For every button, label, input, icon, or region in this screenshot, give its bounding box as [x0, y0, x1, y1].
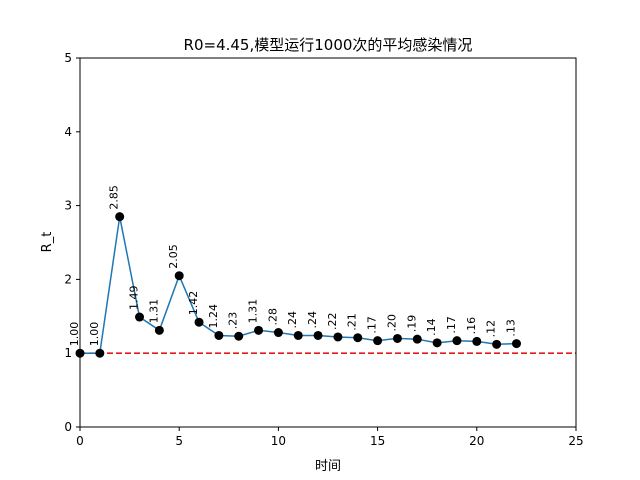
- data-label: .16: [465, 317, 478, 335]
- data-label: .14: [425, 318, 438, 336]
- data-point: [373, 336, 383, 346]
- data-point: [254, 325, 264, 335]
- data-point: [432, 338, 442, 348]
- data-point: [95, 348, 105, 358]
- data-point: [511, 339, 521, 349]
- x-tick-label: 25: [568, 434, 583, 448]
- data-label: .20: [385, 314, 398, 332]
- data-point: [452, 336, 462, 346]
- data-label: 1.31: [247, 299, 260, 324]
- data-point: [313, 330, 323, 340]
- x-tick-label: 15: [370, 434, 385, 448]
- data-label: .21: [346, 313, 359, 331]
- data-point: [273, 328, 283, 338]
- data-label: .13: [504, 319, 517, 337]
- plot-frame: [79, 57, 577, 428]
- x-tick-label: 20: [469, 434, 484, 448]
- data-label: 1.31: [147, 299, 160, 324]
- data-point: [214, 330, 224, 340]
- y-tick-label: 5: [64, 51, 72, 65]
- axes: 0 5 10 15 20 25 0 1 2 3 4 5: [64, 51, 583, 448]
- data-label: 1.00: [88, 322, 101, 347]
- x-tick-label: 0: [76, 434, 84, 448]
- chart-title: R0=4.45,模型运行1000次的平均感染情况: [184, 36, 473, 54]
- plot-area: 1.00 1.00 2.85 1.49 1.31 2.05 1.42 1.24 .23 1.31.…: [68, 185, 576, 358]
- y-tick-label: 1: [64, 346, 72, 360]
- data-label: 2.85: [108, 185, 121, 209]
- y-tick-label: 2: [64, 272, 72, 286]
- y-tick-label: 0: [64, 420, 72, 434]
- data-point: [412, 334, 422, 344]
- x-tick-label: 5: [175, 434, 183, 448]
- data-point: [234, 331, 244, 341]
- data-point: [293, 330, 303, 340]
- data-point: [392, 333, 402, 343]
- data-point: [472, 336, 482, 346]
- data-label: 1.24: [207, 304, 220, 329]
- data-label: .28: [266, 308, 279, 326]
- data-point: [154, 325, 164, 335]
- data-label: 1.42: [187, 291, 200, 316]
- data-label: .23: [227, 312, 240, 330]
- data-label: .17: [445, 316, 458, 334]
- data-label: .24: [306, 311, 319, 329]
- y-axis-label: R_t: [40, 232, 55, 253]
- data-label: .19: [405, 315, 418, 333]
- data-point: [194, 317, 204, 327]
- data-point: [353, 333, 363, 343]
- y-tick-label: 3: [64, 199, 72, 213]
- x-axis-label: 时间: [315, 459, 341, 474]
- data-point: [115, 212, 125, 222]
- data-label: .12: [485, 320, 498, 338]
- data-point: [135, 312, 145, 322]
- data-point: [174, 271, 184, 281]
- x-tick-label: 10: [271, 434, 286, 448]
- data-label: .22: [326, 312, 339, 330]
- data-point: [333, 332, 343, 342]
- data-label: 1.00: [68, 322, 81, 347]
- data-point: [492, 339, 502, 349]
- data-label: 1.49: [128, 286, 141, 311]
- data-label: .17: [366, 316, 379, 334]
- y-tick-label: 4: [64, 125, 72, 139]
- data-label: 2.05: [167, 244, 180, 269]
- data-label: .24: [286, 311, 299, 329]
